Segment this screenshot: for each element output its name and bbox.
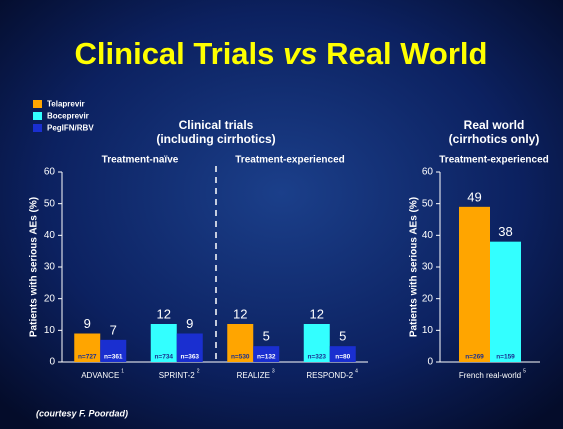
category-note: 3 xyxy=(272,368,275,374)
y-axis-label: Patients with serious AEs (%) xyxy=(29,197,40,337)
y-tick-label: 60 xyxy=(422,167,434,178)
y-tick-label: 10 xyxy=(422,325,434,336)
legend-swatch xyxy=(33,124,42,132)
legend-swatch xyxy=(33,112,42,120)
legend-label: PegIFN/RBV xyxy=(47,124,94,133)
y-tick-label: 40 xyxy=(422,230,434,241)
x-tick-label: ADVANCE xyxy=(81,371,119,380)
value-label: 5 xyxy=(339,329,346,344)
y-tick-label: 30 xyxy=(44,262,56,273)
y-tick-label: 30 xyxy=(422,262,434,273)
value-label: 9 xyxy=(186,316,193,331)
x-tick-label: SPRINT-2 xyxy=(159,371,196,380)
n-label: n=363 xyxy=(180,354,199,361)
bar xyxy=(74,333,101,362)
category-note: 5 xyxy=(523,368,526,374)
bar xyxy=(329,346,356,362)
y-tick-label: 40 xyxy=(44,230,56,241)
title-part: vs xyxy=(283,36,317,71)
n-label: n=727 xyxy=(78,354,97,361)
n-label: n=361 xyxy=(104,354,123,361)
n-label: n=159 xyxy=(496,354,515,361)
chart-title: Clinical trials xyxy=(179,118,254,132)
n-label: n=530 xyxy=(231,354,250,361)
title-part: Real World xyxy=(318,36,488,71)
n-label: n=132 xyxy=(257,354,276,361)
y-tick-label: 0 xyxy=(49,357,55,368)
footer: (courtesy F. Poordad) xyxy=(36,408,128,418)
category-note: 2 xyxy=(197,368,200,374)
legend-label: Boceprevir xyxy=(47,112,89,121)
y-tick-label: 20 xyxy=(44,293,56,304)
legend-label: Telaprevir xyxy=(47,100,85,109)
n-label: n=323 xyxy=(307,354,326,361)
chart-title: (including cirrhotics) xyxy=(156,132,275,146)
slide-title: Clinical Trials vs Real World xyxy=(75,36,488,71)
group-label: Treatment-naïve xyxy=(102,155,179,166)
bar xyxy=(100,339,127,362)
value-label: 5 xyxy=(263,329,270,344)
bar xyxy=(227,324,254,362)
y-tick-label: 0 xyxy=(427,357,433,368)
value-label: 12 xyxy=(233,306,247,321)
chart-title: (cirrhotics only) xyxy=(449,132,540,146)
n-label: n=80 xyxy=(335,354,350,361)
bar xyxy=(150,324,177,362)
value-label: 49 xyxy=(467,189,481,204)
x-tick-label: RESPOND-2 xyxy=(306,371,353,380)
x-tick-label: French real-world xyxy=(459,371,521,380)
group-label: Treatment-experienced xyxy=(235,155,345,166)
category-note: 4 xyxy=(355,368,358,374)
bar xyxy=(253,346,280,362)
bar xyxy=(459,206,490,362)
legend-swatch xyxy=(33,100,42,108)
title-part: Clinical Trials xyxy=(75,36,283,71)
n-label: n=734 xyxy=(154,354,173,361)
value-label: 38 xyxy=(498,224,512,239)
chart-title: Real world xyxy=(464,118,525,132)
y-tick-label: 50 xyxy=(422,198,434,209)
value-label: 9 xyxy=(84,316,91,331)
bar xyxy=(176,333,203,362)
y-tick-label: 60 xyxy=(44,167,56,178)
bar xyxy=(490,241,521,362)
y-tick-label: 50 xyxy=(44,198,56,209)
bar xyxy=(303,324,330,362)
value-label: 12 xyxy=(310,306,324,321)
group-label: Treatment-experienced xyxy=(439,155,549,166)
y-tick-label: 10 xyxy=(44,325,56,336)
category-note: 1 xyxy=(121,368,124,374)
y-axis-label: Patients with serious AEs (%) xyxy=(409,197,420,337)
y-tick-label: 20 xyxy=(422,293,434,304)
value-label: 12 xyxy=(157,306,171,321)
n-label: n=269 xyxy=(465,354,484,361)
value-label: 7 xyxy=(110,322,117,337)
x-tick-label: REALIZE xyxy=(237,371,270,380)
